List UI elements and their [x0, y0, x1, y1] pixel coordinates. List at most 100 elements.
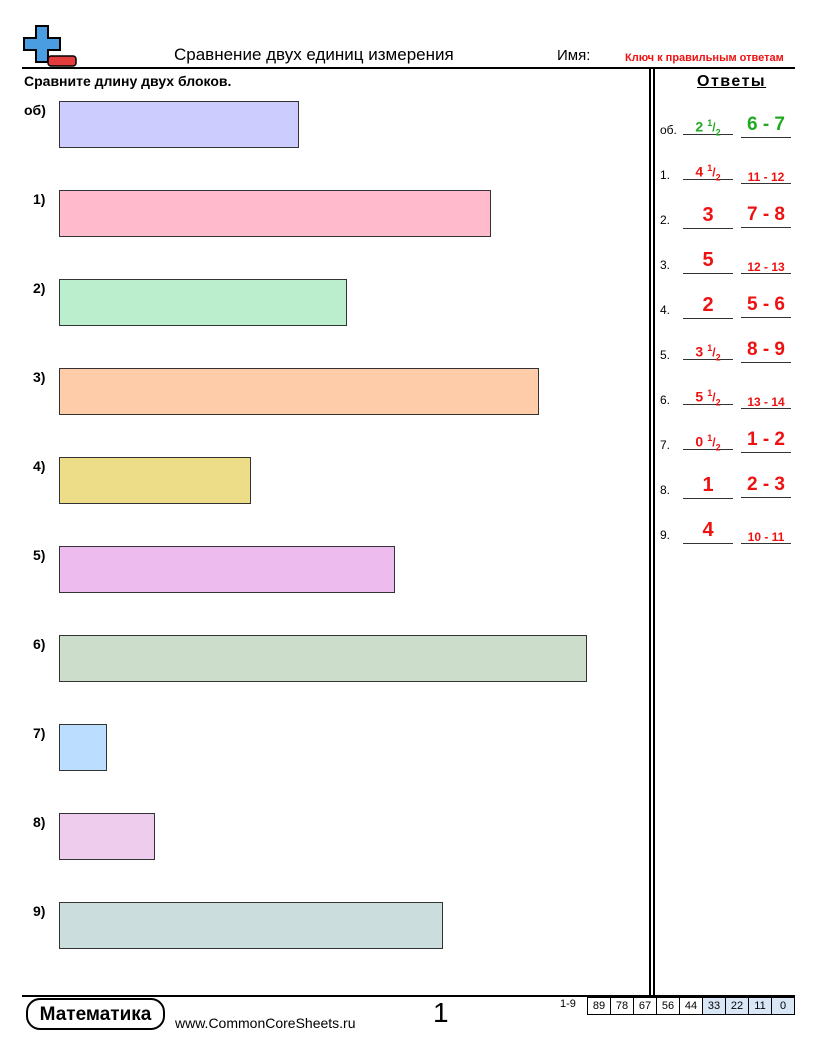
problem-label: 6)	[33, 636, 46, 652]
slash: /	[712, 165, 716, 180]
bar	[59, 902, 443, 949]
bar	[59, 368, 539, 415]
slash: /	[712, 345, 716, 360]
denominator: 2	[715, 442, 721, 453]
problem-label: 1)	[33, 191, 46, 207]
answer-label: 1.	[660, 168, 671, 182]
denominator: 2	[715, 172, 721, 183]
whole: 5	[695, 388, 704, 405]
answer-length: 4	[683, 519, 733, 544]
score-cell: 33	[702, 998, 725, 1014]
answer-length: 2 1/2	[683, 114, 733, 138]
denominator: 2	[715, 127, 721, 138]
slash: /	[712, 120, 716, 135]
answer-label: 9.	[660, 528, 671, 542]
score-cell: 44	[679, 998, 702, 1014]
answer-range: 1 - 2	[741, 429, 791, 453]
score-label: 1-9	[560, 998, 576, 1010]
answer-length: 4 1/2	[683, 159, 733, 183]
score-cell: 0	[771, 998, 794, 1014]
answers-title: Ответы	[697, 73, 767, 90]
whole: 2	[695, 118, 704, 135]
score-cell: 22	[725, 998, 748, 1014]
bar	[59, 724, 107, 771]
answer-label: 4.	[660, 303, 671, 317]
bar	[59, 101, 299, 148]
page-number: 1	[433, 997, 449, 1028]
problem-label: 7)	[33, 725, 46, 741]
answer-label: 5.	[660, 348, 671, 362]
title: Сравнение двух единиц измерения	[174, 45, 454, 64]
bar	[59, 279, 347, 326]
numerator: 1	[707, 343, 713, 353]
answer-range: 13 - 14	[741, 384, 791, 409]
answer-label: 7.	[660, 438, 671, 452]
slash: /	[712, 435, 716, 450]
bar	[59, 457, 251, 504]
whole: 0	[695, 433, 704, 450]
footer-rule	[22, 995, 795, 997]
answer-length: 2	[683, 294, 733, 319]
score-cell: 11	[748, 998, 771, 1014]
numerator: 1	[707, 118, 713, 128]
problem-label: 2)	[33, 280, 46, 296]
answer-length: 5 1/2	[683, 384, 733, 408]
answer-range: 10 - 11	[741, 519, 791, 544]
answer-range: 11 - 12	[741, 159, 791, 184]
whole: 2	[702, 294, 714, 316]
answer-label: об.	[660, 123, 677, 137]
answer-length: 3	[683, 204, 733, 229]
problem-label: 5)	[33, 547, 46, 563]
score-cell: 89	[587, 998, 610, 1014]
score-table: 89 78 67 56 44 33 22 11 0	[587, 997, 795, 1015]
answer-range: 5 - 6	[741, 294, 791, 318]
problem-label: 3)	[33, 369, 46, 385]
brand: Математика	[26, 998, 165, 1030]
problem-label: 8)	[33, 814, 46, 830]
url: www.CommonCoreSheets.ru	[175, 1015, 356, 1031]
bar	[59, 635, 587, 682]
answer-range: 6 - 7	[741, 114, 791, 138]
numerator: 1	[707, 388, 713, 398]
whole: 3	[695, 343, 704, 360]
logo	[23, 25, 77, 67]
whole: 4	[695, 163, 704, 180]
bar	[59, 190, 491, 237]
problem-label: 4)	[33, 458, 46, 474]
divider	[653, 68, 655, 995]
whole: 1	[702, 474, 714, 496]
denominator: 2	[715, 352, 721, 363]
divider	[649, 68, 651, 995]
bar	[59, 546, 395, 593]
bar	[59, 813, 155, 860]
whole: 3	[702, 204, 714, 226]
score-cell: 78	[610, 998, 633, 1014]
slash: /	[712, 390, 716, 405]
answer-range: 2 - 3	[741, 474, 791, 498]
numerator: 1	[707, 433, 713, 443]
score-cell: 67	[633, 998, 656, 1014]
name-label: Имя:	[557, 47, 591, 64]
answer-label: 6.	[660, 393, 671, 407]
problem-label: об)	[24, 102, 46, 118]
answer-label: 8.	[660, 483, 671, 497]
answer-range: 7 - 8	[741, 204, 791, 228]
answer-range: 12 - 13	[741, 249, 791, 274]
answer-length: 5	[683, 249, 733, 274]
key-label: Ключ к правильным ответам	[625, 52, 784, 64]
answer-label: 2.	[660, 213, 671, 227]
header-rule	[22, 67, 795, 69]
answer-length: 0 1/2	[683, 429, 733, 453]
score-cell: 56	[656, 998, 679, 1014]
answer-length: 3 1/2	[683, 339, 733, 363]
answer-label: 3.	[660, 258, 671, 272]
numerator: 1	[707, 163, 713, 173]
whole: 5	[702, 249, 714, 271]
problem-label: 9)	[33, 903, 46, 919]
denominator: 2	[715, 397, 721, 408]
instructions: Сравните длину двух блоков.	[24, 73, 232, 89]
answer-range: 8 - 9	[741, 339, 791, 363]
answer-length: 1	[683, 474, 733, 499]
whole: 4	[702, 519, 714, 541]
